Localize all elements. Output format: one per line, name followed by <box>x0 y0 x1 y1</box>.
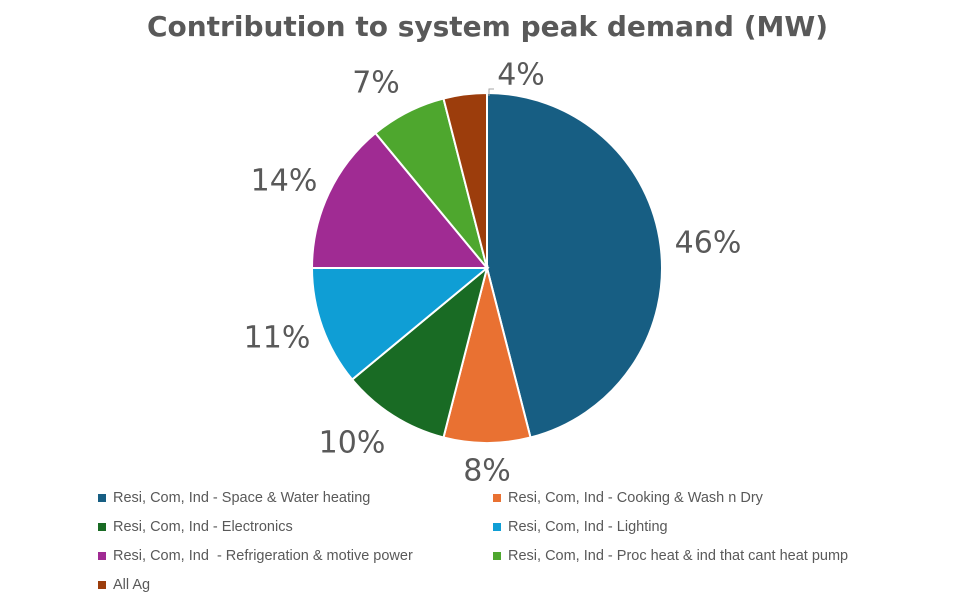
legend-swatch <box>98 580 106 589</box>
pie-slice <box>350 265 489 439</box>
chart-title: Contribution to system peak demand (MW) <box>146 10 829 43</box>
legend-label: Resi, Com, Ind - Electronics <box>113 518 293 535</box>
legend-label: Resi, Com, Ind - Cooking & Wash n Dry <box>508 489 763 506</box>
data-label: 7% <box>352 66 400 101</box>
legend-label: Resi, Com, Ind - Proc heat & ind that ca… <box>508 547 849 564</box>
pie-slice <box>442 91 488 269</box>
legend-swatch <box>98 551 106 560</box>
leader-line <box>488 88 494 96</box>
legend-label: Resi, Com, Ind - Lighting <box>508 518 668 535</box>
legend-item: Resi, Com, Ind - Cooking & Wash n Dry <box>493 488 893 507</box>
data-label: 4% <box>497 58 545 93</box>
legend-label: Resi, Com, Ind - Space & Water heating <box>113 489 371 506</box>
data-label: 8% <box>463 454 511 489</box>
legend-item: Resi, Com, Ind - Proc heat & ind that ca… <box>493 546 893 565</box>
pie-slice <box>310 267 490 381</box>
data-label: 10% <box>319 426 386 461</box>
pie-slice <box>310 131 490 269</box>
legend-swatch <box>98 522 106 531</box>
legend-label: Resi, Com, Ind - Refrigeration & motive … <box>113 547 413 564</box>
pie-slice <box>486 91 663 439</box>
legend-swatch <box>493 522 501 531</box>
data-label: 11% <box>244 321 311 356</box>
legend-item: Resi, Com, Ind - Refrigeration & motive … <box>98 546 493 565</box>
legend-item: Resi, Com, Ind - Lighting <box>493 517 893 536</box>
legend-item: All Ag <box>98 575 493 594</box>
data-label: 14% <box>251 164 318 199</box>
legend: Resi, Com, Ind - Space & Water heating Re… <box>98 488 938 594</box>
legend-label: All Ag <box>113 576 151 593</box>
legend-swatch <box>98 493 106 502</box>
data-label: 46% <box>675 226 742 261</box>
legend-swatch <box>493 493 501 502</box>
legend-item: Resi, Com, Ind - Space & Water heating <box>98 488 493 507</box>
legend-item: Resi, Com, Ind - Electronics <box>98 517 493 536</box>
legend-swatch <box>493 551 501 560</box>
